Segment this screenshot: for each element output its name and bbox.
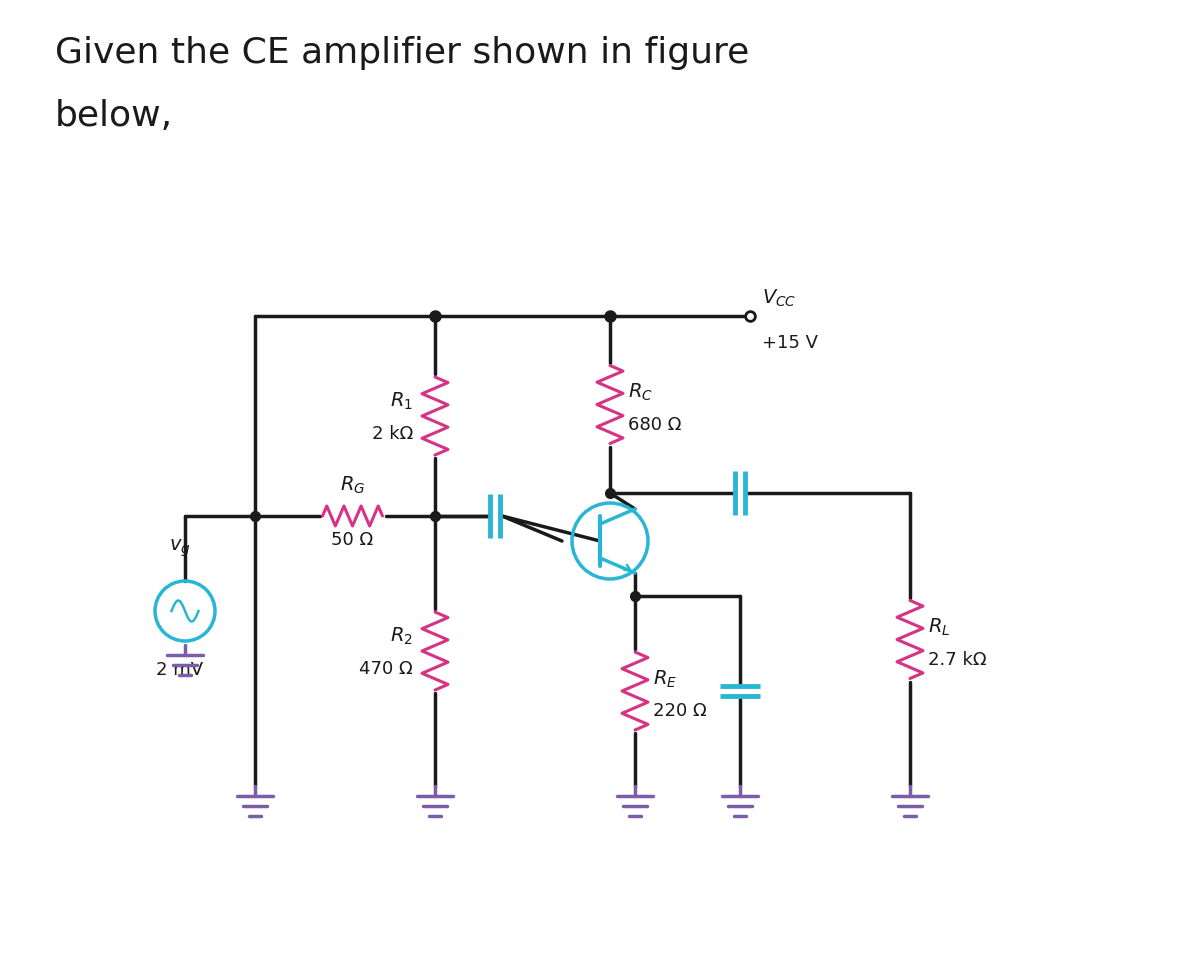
Text: 2 kΩ: 2 kΩ bbox=[372, 425, 413, 443]
Text: $R_E$: $R_E$ bbox=[653, 668, 677, 689]
Text: 470 Ω: 470 Ω bbox=[359, 660, 413, 678]
Text: 2.7 kΩ: 2.7 kΩ bbox=[928, 651, 986, 668]
Text: $R_1$: $R_1$ bbox=[390, 390, 413, 412]
Text: 680 Ω: 680 Ω bbox=[628, 416, 682, 433]
Text: 2 mV: 2 mV bbox=[156, 661, 204, 679]
Text: $R_C$: $R_C$ bbox=[628, 382, 653, 403]
Text: $v_g$: $v_g$ bbox=[169, 538, 191, 559]
Text: $R_2$: $R_2$ bbox=[390, 625, 413, 647]
Text: 220 Ω: 220 Ω bbox=[653, 702, 707, 720]
Text: below,: below, bbox=[55, 99, 173, 133]
Text: $R_G$: $R_G$ bbox=[340, 475, 365, 496]
Text: $R_L$: $R_L$ bbox=[928, 617, 950, 638]
Text: +15 V: +15 V bbox=[762, 334, 818, 352]
Text: Given the CE amplifier shown in figure: Given the CE amplifier shown in figure bbox=[55, 36, 749, 70]
Text: $V_{CC}$: $V_{CC}$ bbox=[762, 287, 797, 309]
Text: 50 Ω: 50 Ω bbox=[331, 531, 373, 549]
